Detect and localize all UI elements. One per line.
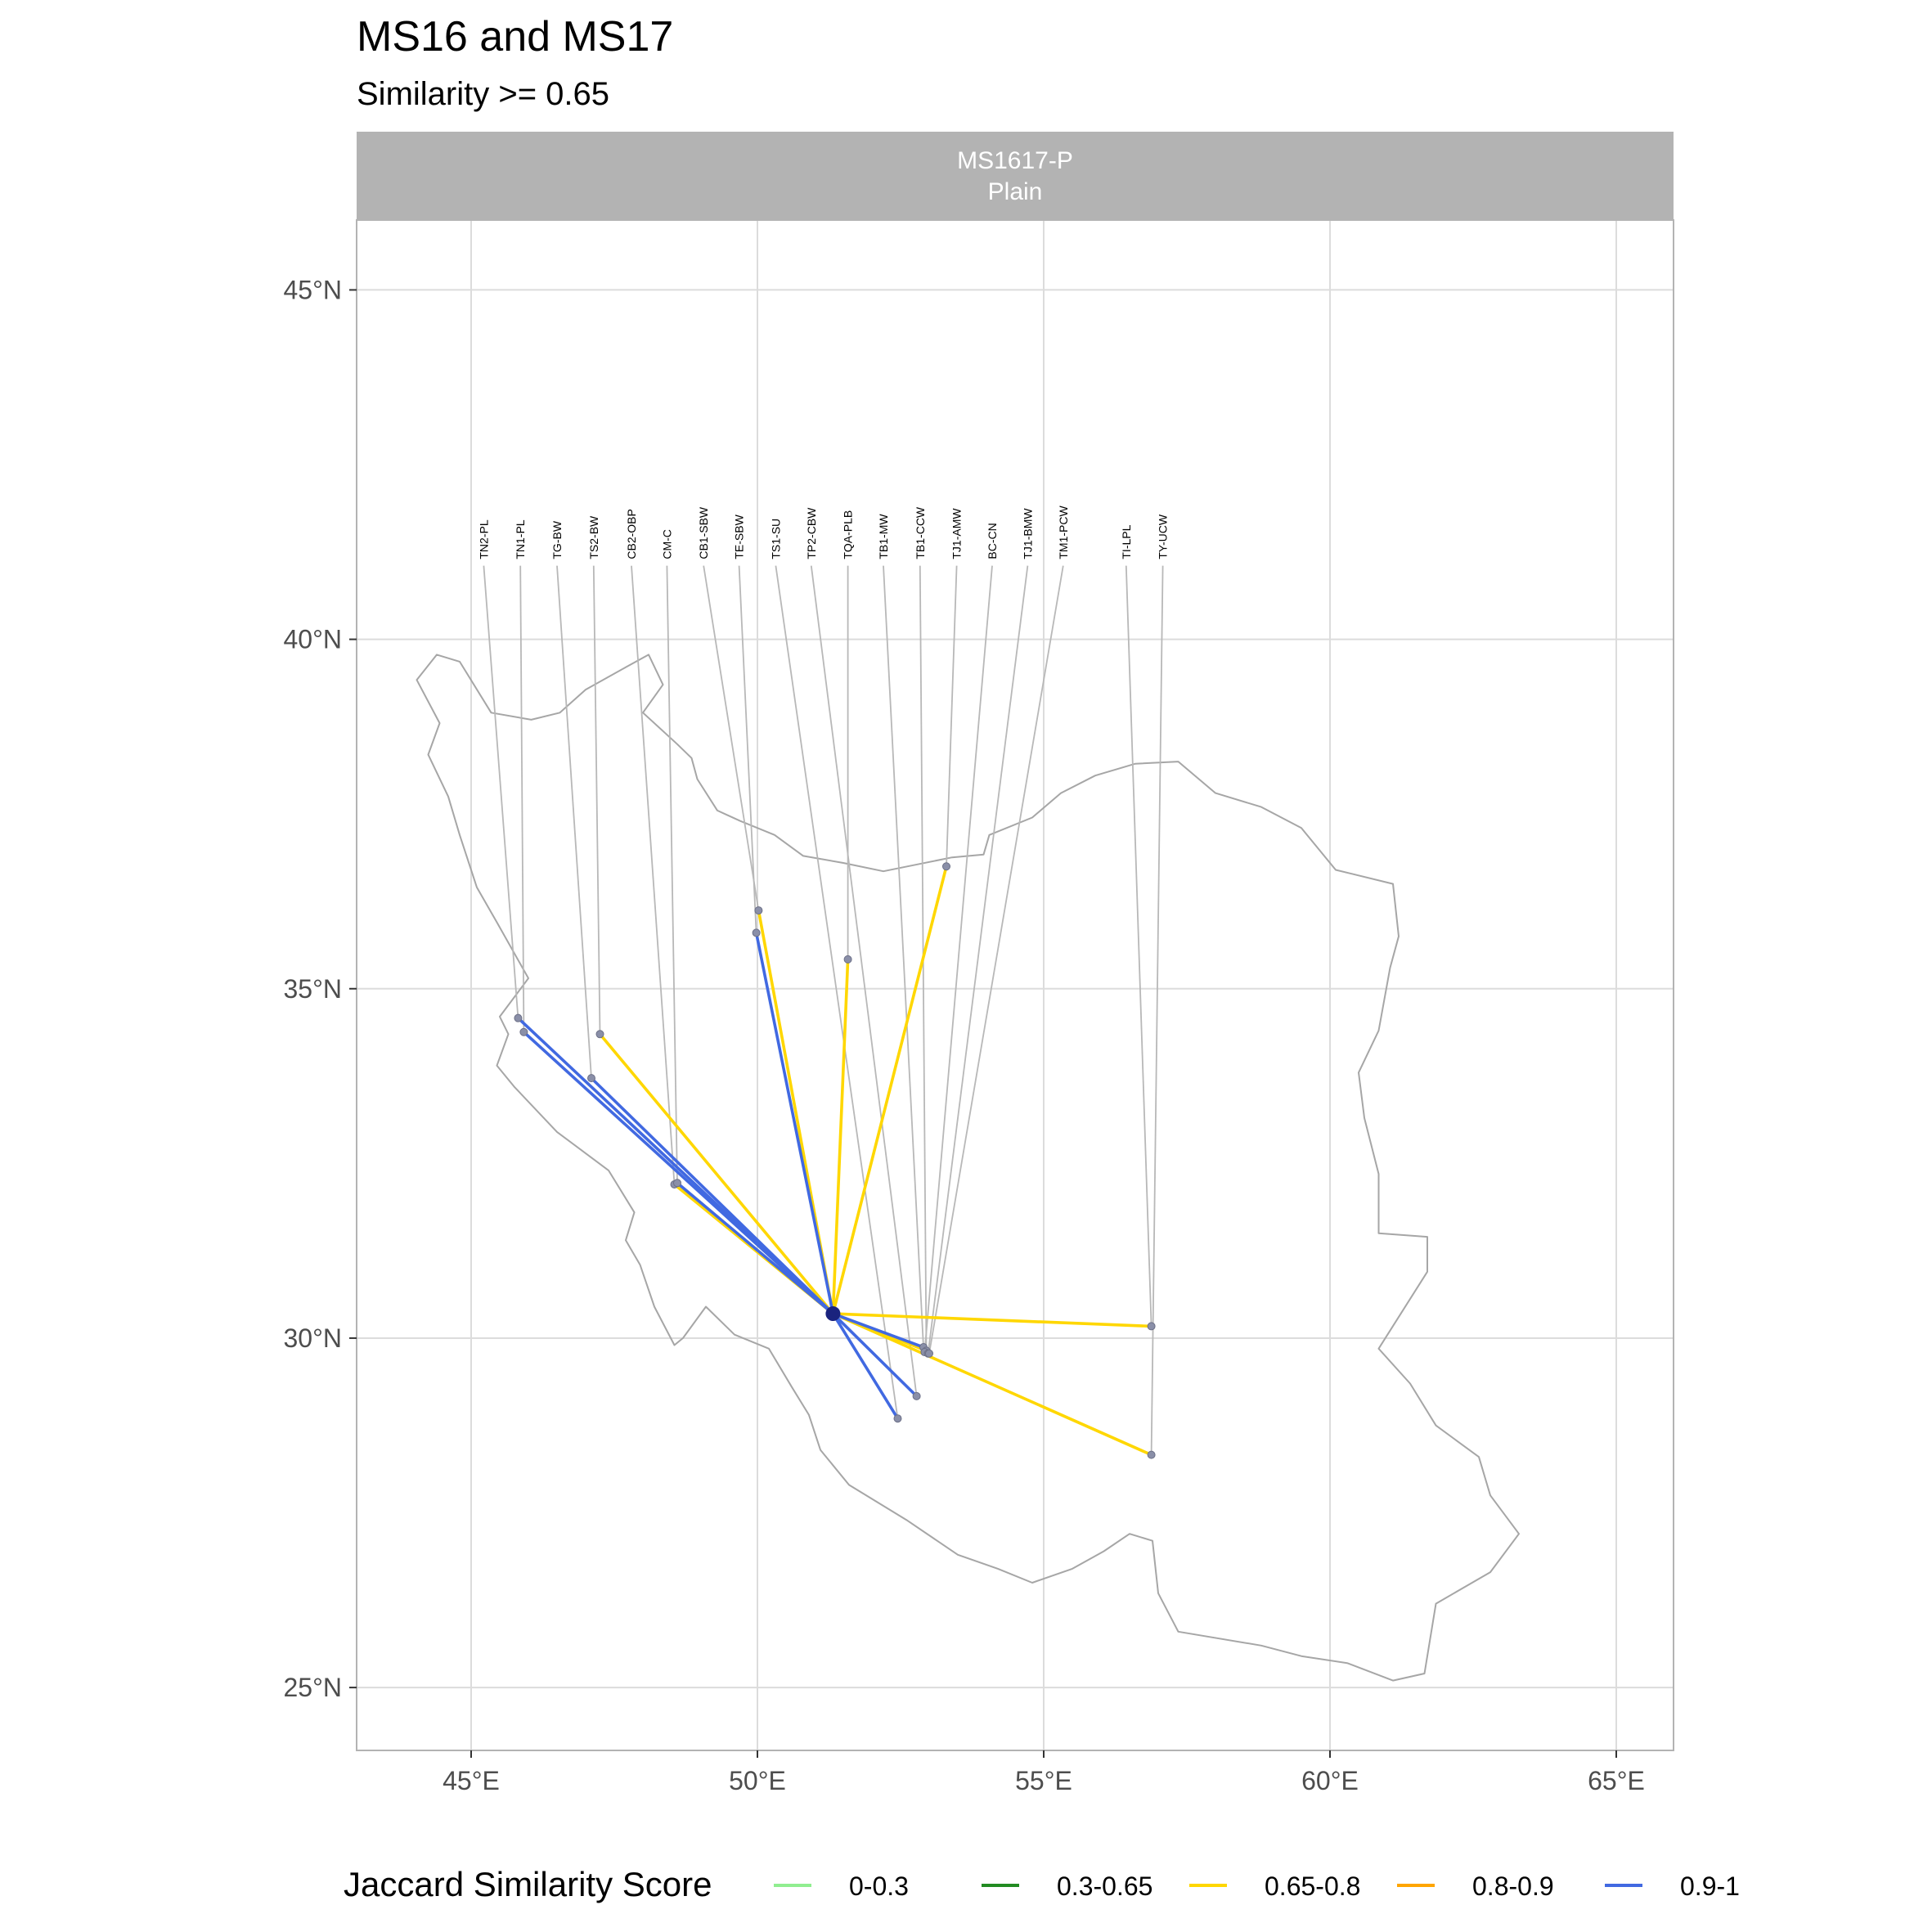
connection-line	[831, 1312, 1153, 1457]
legend-label: 0.8-0.9	[1472, 1871, 1554, 1901]
site-label: TN1-PL	[514, 519, 527, 559]
leader-line	[810, 565, 918, 1396]
site-label: TQA-PLB	[842, 510, 855, 559]
leader-line	[927, 565, 1029, 1354]
site-point	[1147, 1450, 1156, 1459]
legend-label: 0.3-0.65	[1057, 1871, 1152, 1901]
site-label: BC-CN	[986, 523, 999, 559]
leader-line	[946, 565, 958, 867]
connection-lines	[516, 865, 1153, 1457]
site-point	[673, 1179, 681, 1188]
panel-border	[356, 219, 1674, 1751]
legend-label: 0-0.3	[849, 1871, 909, 1901]
site-label: CB1-SBW	[697, 506, 710, 559]
x-tick-label: 55°E	[1015, 1766, 1072, 1795]
y-tick-label: 25°N	[284, 1673, 343, 1702]
chart-subtitle: Similarity >= 0.65	[357, 76, 609, 112]
site-label: TS1-SU	[769, 519, 782, 559]
site-label: TE-SBW	[733, 514, 746, 559]
leader-line	[775, 565, 899, 1419]
connection-line	[676, 1181, 835, 1315]
legend: Jaccard Similarity Score 0-0.3 0.3-0.65 0.…	[344, 1865, 1740, 1903]
hub-point	[825, 1306, 841, 1322]
site-label: TJ1-AMW	[950, 508, 964, 559]
y-tick-label: 35°N	[284, 974, 343, 1004]
chart-title: MS16 and MS17	[357, 13, 673, 61]
site-label: TM1-PCW	[1057, 505, 1070, 559]
leader-line	[631, 565, 676, 1185]
connection-line	[831, 1312, 919, 1398]
site-label: TJ1-BMW	[1021, 508, 1034, 559]
facet-strip-background	[357, 132, 1674, 220]
x-tick-label: 50°E	[729, 1766, 786, 1795]
site-point	[595, 1030, 604, 1039]
site-point	[1147, 1322, 1156, 1331]
site-point	[752, 928, 761, 937]
x-tick-label: 45°E	[443, 1766, 500, 1795]
site-point	[754, 906, 763, 915]
leader-line	[1125, 565, 1152, 1327]
y-axis: 25°N 30°N 35°N 40°N 45°N	[284, 275, 357, 1702]
site-label: TB1-MW	[877, 514, 890, 559]
site-point	[587, 1074, 595, 1083]
legend-title: Jaccard Similarity Score	[344, 1865, 712, 1903]
site-label: TI-LPL	[1120, 524, 1133, 559]
site-point	[843, 955, 852, 964]
site-points	[514, 862, 1156, 1459]
y-tick-label: 40°N	[284, 625, 343, 654]
leader-line	[592, 565, 601, 1035]
map-panel	[357, 220, 1674, 1750]
x-tick-label: 65°E	[1588, 1766, 1645, 1795]
y-tick-label: 30°N	[284, 1323, 343, 1353]
site-point	[519, 1027, 528, 1036]
site-point	[925, 1349, 933, 1358]
facet-strip-line2: Plain	[988, 178, 1043, 205]
leader-line	[703, 565, 760, 911]
connection-line	[590, 1076, 835, 1315]
connection-line	[831, 958, 850, 1315]
legend-label: 0.9-1	[1680, 1871, 1740, 1901]
connection-line	[754, 931, 835, 1315]
gridlines	[357, 220, 1674, 1750]
site-labels: TN2-PL TN1-PL TG-BW TS2-BW CB2-OBP CM-C CB1-SB…	[477, 505, 1169, 559]
leader-line	[738, 565, 757, 933]
legend-label: 0.65-0.8	[1265, 1871, 1360, 1901]
site-label: CM-C	[660, 529, 673, 559]
connection-line	[598, 1032, 835, 1315]
connection-line	[522, 1030, 835, 1315]
y-tick-label: 45°N	[284, 275, 343, 304]
site-label: TB1-CCW	[914, 506, 927, 559]
site-label: TY-UCW	[1157, 514, 1170, 559]
facet-strip: MS1617-P Plain	[357, 132, 1674, 220]
site-label: TS2-BW	[587, 515, 600, 559]
leader-line	[666, 565, 678, 1184]
site-label: TG-BW	[550, 520, 564, 559]
site-label: TN2-PL	[477, 519, 490, 559]
leader-line	[483, 565, 519, 1018]
site-point	[912, 1391, 921, 1400]
leader-line	[519, 565, 525, 1032]
leader-line	[883, 565, 924, 1348]
legend-items: 0-0.3 0.3-0.65 0.65-0.8 0.8-0.9 0.9-1	[774, 1871, 1740, 1901]
site-label: CB2-OBP	[625, 509, 638, 559]
leader-line	[556, 565, 592, 1079]
x-tick-label: 60°E	[1301, 1766, 1359, 1795]
leader-line	[928, 565, 1064, 1354]
connection-line	[831, 1312, 900, 1420]
leader-line	[923, 565, 993, 1353]
leader-lines	[483, 565, 1164, 1455]
site-label: TP2-CBW	[805, 507, 818, 559]
connection-line	[831, 1312, 925, 1349]
connection-line	[831, 865, 948, 1315]
leader-line	[1150, 565, 1164, 1455]
connection-line	[831, 1312, 1153, 1328]
site-point	[893, 1414, 902, 1423]
facet-strip-line1: MS1617-P	[957, 147, 1073, 174]
site-point	[514, 1013, 523, 1022]
x-axis: 45°E 50°E 55°E 60°E 65°E	[443, 1750, 1645, 1795]
site-point	[942, 862, 950, 871]
